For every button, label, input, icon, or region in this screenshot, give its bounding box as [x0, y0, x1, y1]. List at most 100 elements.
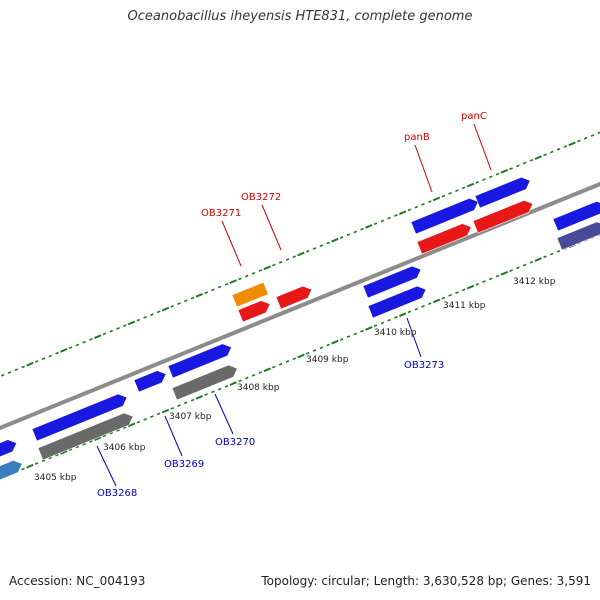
lower-tick — [394, 316, 398, 319]
kbp-label: 3409 kbp — [306, 355, 349, 365]
upper-tick — [26, 361, 34, 367]
lower-tick — [127, 422, 136, 428]
lower-tick — [75, 445, 80, 449]
lower-tick — [421, 305, 425, 308]
label-leader-lines — [96, 123, 492, 487]
upper-tick — [94, 334, 102, 340]
upper-tick — [399, 210, 407, 216]
lower-tick — [466, 284, 475, 290]
lower-tick — [455, 291, 459, 294]
lower-tick — [373, 324, 378, 328]
lower-tick — [441, 296, 446, 300]
gene-cds-panb-forward[interactable] — [410, 196, 481, 235]
lower-tick — [326, 343, 330, 347]
lower-tick — [346, 335, 351, 339]
lower-tick — [150, 415, 154, 418]
upper-tick — [365, 224, 373, 229]
gene-cds-ob3273-b[interactable] — [367, 283, 428, 319]
lower-tick — [238, 379, 242, 383]
leader-line — [473, 123, 492, 171]
lower-tick — [278, 362, 283, 366]
gene-cds-panc[interactable] — [472, 198, 535, 234]
gene-label[interactable]: OB3271 — [201, 208, 241, 219]
lower-tick — [297, 353, 305, 359]
gene-label[interactable]: OB3269 — [164, 459, 204, 470]
lower-tick — [509, 269, 513, 272]
lower-tick — [244, 376, 249, 380]
lower-tick — [488, 277, 493, 281]
gene-cds-left-edge[interactable] — [0, 437, 19, 459]
upper-tick — [516, 164, 520, 168]
lower-tick — [522, 263, 527, 267]
upper-tick — [238, 277, 242, 281]
lower-tick — [161, 408, 170, 414]
lower-tick — [399, 312, 407, 318]
gene-cds-ob3270[interactable] — [167, 341, 234, 379]
upper-tick — [156, 310, 161, 314]
lower-tick — [534, 257, 542, 262]
gene-label[interactable]: OB3273 — [404, 360, 444, 371]
feature-orange[interactable] — [231, 281, 269, 308]
lower-tick — [312, 349, 317, 352]
upper-tick — [500, 168, 508, 174]
upper-tick — [211, 288, 215, 292]
gene-cds-ob3272[interactable] — [275, 283, 314, 310]
upper-tick — [272, 263, 276, 267]
leader-line — [164, 415, 183, 457]
upper-tick — [339, 236, 344, 239]
lower-tick — [229, 381, 237, 386]
leader-line — [406, 317, 422, 358]
feature-gray-ob3270[interactable] — [171, 362, 240, 401]
gene-label[interactable]: panC — [461, 111, 487, 122]
gene-cds-ob3271[interactable] — [237, 298, 273, 323]
gene-label[interactable]: OB3270 — [215, 437, 255, 448]
lower-tick — [500, 270, 508, 276]
upper-tick — [534, 155, 542, 160]
gene-cds-ob3273-a[interactable] — [362, 263, 423, 299]
upper-tick — [122, 324, 127, 328]
upper-tick — [170, 304, 175, 308]
feature-light-blue[interactable] — [0, 458, 25, 482]
gene-cds-ob3269[interactable] — [133, 368, 169, 393]
leader-line — [414, 144, 433, 193]
gene-cds-ob3268[interactable] — [31, 391, 130, 442]
feature-layer[interactable] — [0, 175, 600, 482]
lower-tick — [495, 274, 500, 278]
gene-label[interactable]: panB — [404, 132, 430, 143]
upper-tick — [455, 189, 459, 192]
lower-tick — [102, 434, 107, 438]
leader-line — [214, 393, 234, 435]
upper-tick — [326, 241, 330, 245]
upper-tick — [563, 145, 568, 148]
lower-tick — [427, 302, 432, 306]
upper-tick — [394, 214, 398, 217]
lower-tick — [156, 412, 161, 416]
gene-cds-right-edge[interactable] — [552, 199, 600, 232]
lower-tick — [432, 298, 441, 304]
gene-cds-panc-forward[interactable] — [474, 175, 533, 209]
upper-tick — [448, 192, 452, 195]
lower-tick — [516, 266, 520, 270]
upper-tick — [285, 258, 290, 261]
feature-gray-ob3268[interactable] — [37, 410, 136, 461]
map-title: Oceanobacillus iheyensis HTE831, complet… — [127, 9, 473, 24]
upper-tick — [305, 249, 310, 253]
gene-cds-panb[interactable] — [416, 221, 474, 255]
upper-tick — [177, 302, 181, 305]
gene-label[interactable]: OB3268 — [97, 488, 137, 499]
lower-tick — [211, 390, 215, 394]
lower-tick-track — [0, 233, 600, 479]
upper-tick — [224, 282, 229, 286]
leader-line — [221, 220, 242, 267]
upper-tick — [522, 161, 527, 165]
gene-label[interactable]: OB3272 — [241, 192, 281, 203]
upper-tick — [292, 255, 297, 259]
upper-tick — [529, 158, 534, 162]
feature-slate[interactable] — [556, 219, 600, 251]
upper-tick — [109, 329, 114, 333]
upper-tick — [229, 279, 237, 284]
upper-tick — [0, 373, 5, 377]
lower-tick — [183, 401, 188, 405]
